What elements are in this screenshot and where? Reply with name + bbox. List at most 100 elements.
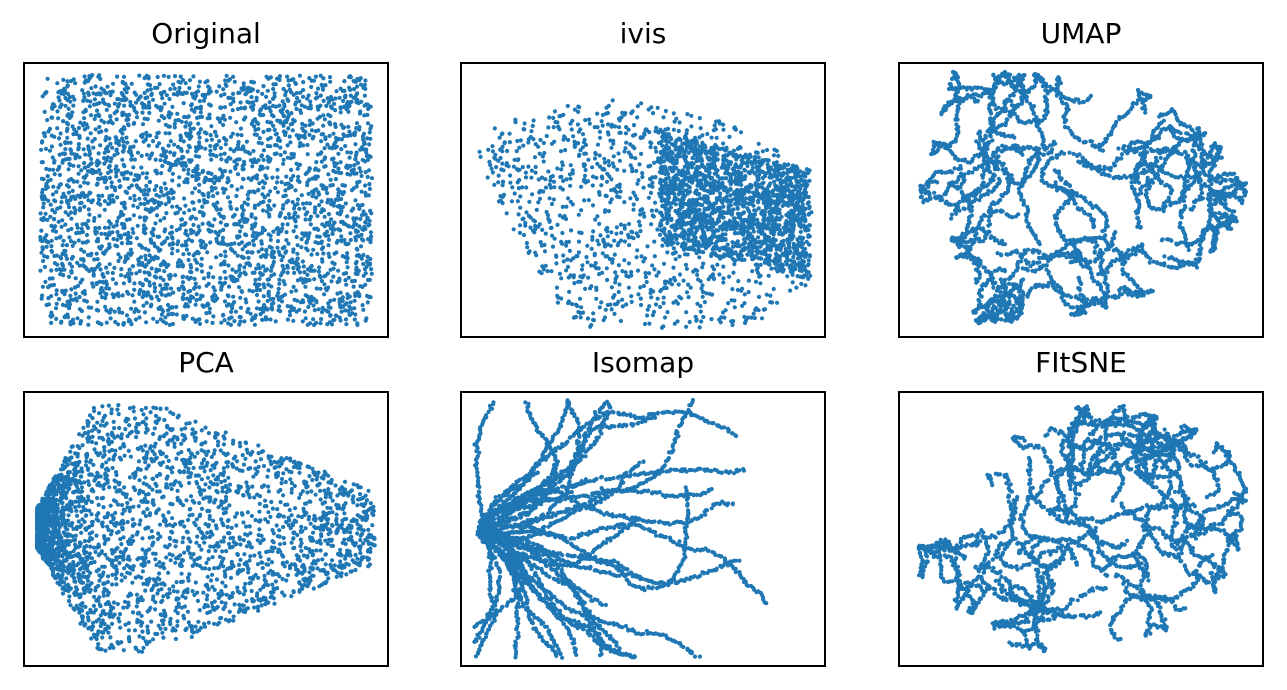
scatter-point — [265, 88, 270, 93]
scatter-point — [265, 298, 270, 304]
scatter-point — [140, 122, 146, 127]
scatter-point — [324, 185, 329, 190]
scatter-point — [317, 203, 322, 208]
scatter-point — [129, 250, 134, 256]
scatter-point — [354, 121, 360, 126]
scatter-point — [154, 103, 159, 108]
scatter-point — [364, 147, 369, 152]
scatter-point — [205, 250, 210, 255]
scatter-point — [120, 98, 125, 103]
scatter-point — [237, 314, 242, 320]
scatter-point — [328, 298, 333, 303]
scatter-point — [736, 211, 741, 216]
scatter-point — [156, 118, 161, 123]
scatter-point — [695, 301, 700, 306]
scatter-point — [343, 308, 348, 313]
scatter-point — [249, 214, 254, 219]
scatter-point — [515, 180, 520, 185]
scatter-point — [51, 167, 56, 172]
scatter-point — [45, 174, 50, 179]
scatter-point — [63, 210, 68, 215]
scatter-point — [223, 254, 228, 259]
scatter-point — [271, 86, 276, 92]
scatter-point — [39, 194, 44, 199]
scatter-point — [116, 252, 121, 257]
scatter-point — [193, 257, 198, 262]
scatter-point — [312, 174, 318, 179]
scatter-point — [367, 222, 372, 227]
scatter-point — [127, 217, 132, 222]
scatter-point — [241, 81, 246, 86]
scatter-point — [137, 196, 142, 201]
scatter-point — [634, 168, 639, 174]
scatter-point — [55, 109, 60, 114]
scatter-point — [221, 313, 226, 318]
scatter-point — [102, 207, 107, 212]
scatter-point — [565, 264, 571, 269]
scatter-point — [353, 153, 358, 158]
scatter-point — [162, 181, 167, 186]
scatter-point — [97, 91, 102, 96]
scatter-point — [610, 98, 615, 103]
scatter-point — [94, 230, 99, 235]
scatter-point — [89, 251, 94, 256]
scatter-point — [218, 145, 223, 151]
scatter-point — [179, 263, 184, 268]
scatter-point — [348, 237, 353, 243]
scatter-point — [666, 146, 672, 151]
scatter-point — [238, 295, 243, 300]
scatter-point — [245, 249, 250, 255]
scatter-point — [532, 219, 538, 224]
scatter-point — [50, 192, 55, 197]
scatter-point — [321, 98, 326, 103]
scatter-point — [724, 169, 729, 174]
scatter-point — [622, 239, 627, 244]
scatter-point — [57, 297, 62, 302]
scatter-point — [286, 83, 291, 88]
scatter-point — [299, 245, 304, 250]
scatter-point — [218, 220, 223, 225]
scatter-point — [753, 279, 759, 284]
scatter-point — [258, 312, 263, 317]
scatter-point — [291, 284, 296, 289]
scatter-point — [339, 234, 344, 239]
scatter-point — [357, 292, 362, 297]
scatter-point — [365, 277, 371, 283]
scatter-point — [319, 159, 324, 164]
scatter-point — [135, 177, 140, 182]
scatter-point — [172, 121, 177, 127]
scatter-point — [229, 309, 234, 314]
scatter-point — [287, 87, 292, 92]
scatter-point — [561, 137, 566, 142]
scatter-point — [653, 200, 658, 205]
scatter-point — [319, 150, 324, 155]
scatter-point — [70, 188, 75, 193]
scatter-point — [270, 307, 275, 312]
scatter-point — [49, 310, 54, 315]
scatter-point — [322, 156, 327, 162]
scatter-point — [208, 152, 213, 157]
scatter-point — [347, 312, 352, 317]
scatter-point — [735, 223, 740, 228]
scatter-point — [98, 267, 103, 272]
scatter-point — [244, 300, 249, 305]
scatter-point — [102, 225, 108, 230]
scatter-point — [181, 167, 186, 172]
scatter-point — [251, 242, 256, 248]
scatter-point — [182, 210, 187, 215]
scatter-point — [326, 237, 332, 242]
scatter-point — [318, 286, 323, 291]
scatter-point — [258, 200, 263, 205]
scatter-point — [597, 192, 602, 197]
scatter-point — [137, 73, 142, 78]
scatter-point — [229, 183, 234, 189]
scatter-point — [204, 311, 209, 316]
scatter-point — [233, 222, 238, 227]
scatter-point — [322, 164, 327, 169]
scatter-point — [333, 96, 338, 101]
scatter-point — [72, 240, 77, 245]
scatter-point — [589, 246, 594, 251]
scatter-point — [551, 179, 557, 184]
scatter-point — [100, 273, 105, 278]
scatter-point — [295, 214, 300, 219]
